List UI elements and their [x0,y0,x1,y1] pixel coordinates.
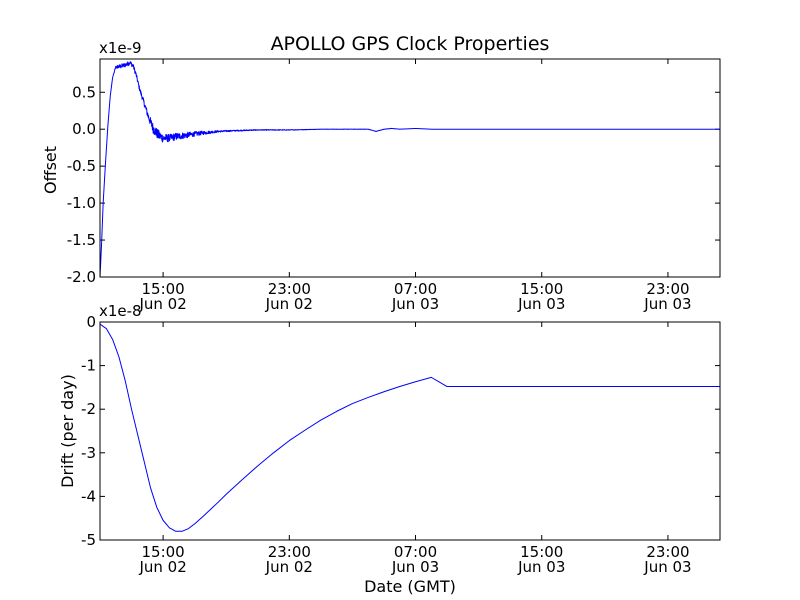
offset-xtick-time: 23:00 [646,280,689,298]
offset-xtick-time: 23:00 [268,280,311,298]
offset-xtick-time: 07:00 [394,280,437,298]
drift-axes-frame [99,321,721,541]
drift-xtick-time: 15:00 [141,543,184,561]
drift-ytick-label: -4 [81,487,96,505]
offset-xtick-date: Jun 02 [138,295,186,313]
drift-xtick-time: 23:00 [646,543,689,561]
offset-xtick-time: 15:00 [141,280,184,298]
drift-xtick-date: Jun 02 [265,558,313,576]
offset-xtick-date: Jun 03 [517,295,565,313]
offset-xtick-time: 15:00 [520,280,563,298]
offset-xtick-date: Jun 02 [265,295,313,313]
drift-ytick-label: -2 [81,400,96,418]
drift-ytick-label: -1 [81,357,96,375]
drift-xtick-date: Jun 02 [138,558,186,576]
drift-panel: x1e-8 Drift (per day) Date (GMT) 0 -1 -2 -3… [58,302,721,596]
drift-xtick-time: 07:00 [394,543,437,561]
offset-exponent-label: x1e-9 [99,39,142,57]
x-axis-label: Date (GMT) [364,577,456,596]
drift-ytick-label: 0 [86,313,96,331]
drift-exponent-label: x1e-8 [99,302,142,320]
drift-xtick-date: Jun 03 [517,558,565,576]
drift-plot-area [100,323,720,532]
offset-panel: APOLLO GPS Clock Properties x1e-9 Offset… [41,33,721,313]
drift-xtick-date: Jun 03 [391,558,439,576]
offset-plot-area [100,61,720,277]
drift-xtick-time: 23:00 [268,543,311,561]
drift-ytick-label: -5 [81,531,96,549]
drift-ytick-label: -3 [81,444,96,462]
offset-xtick-date: Jun 03 [643,295,691,313]
drift-series-line [100,323,720,532]
offset-axes-frame [99,58,721,278]
offset-xtick-date: Jun 03 [391,295,439,313]
offset-ytick-label: -2.0 [67,268,96,286]
offset-series-line [100,61,720,277]
offset-ytick-label: -0.5 [67,157,96,175]
drift-xtick-time: 15:00 [520,543,563,561]
offset-y-axis-label: Offset [41,146,60,194]
offset-ytick-label: 0.0 [72,120,96,138]
drift-y-axis-label: Drift (per day) [58,374,77,488]
offset-ytick-label: -1.0 [67,194,96,212]
chart-title: APOLLO GPS Clock Properties [271,33,550,55]
drift-xtick-date: Jun 03 [643,558,691,576]
offset-ytick-label: 0.5 [72,83,96,101]
offset-ytick-label: -1.5 [67,231,96,249]
